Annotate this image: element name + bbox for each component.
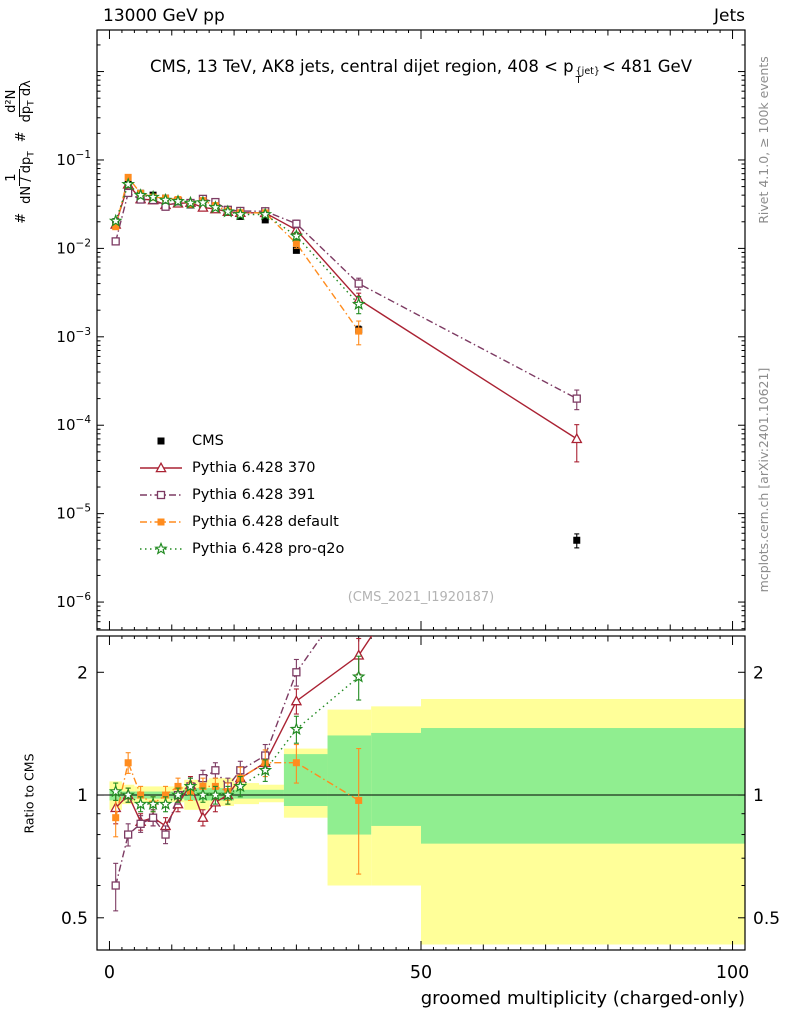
legend-item-cms: CMS [138, 427, 344, 454]
svg-text:0: 0 [104, 963, 115, 983]
legend-item-pythia-391: Pythia 6.428 391 [138, 481, 344, 508]
svg-text:10−3: 10−3 [56, 326, 91, 346]
svg-text:10−2: 10−2 [56, 237, 91, 257]
svg-text:10−6: 10−6 [56, 591, 91, 611]
svg-text:2: 2 [753, 663, 764, 683]
beam-energy-label: 13000 GeV pp [103, 6, 225, 26]
y-axis-label: # 1 dN / dpT # d²N dpT dλ [2, 36, 40, 266]
svg-text:10−1: 10−1 [56, 149, 91, 169]
legend-label-pythia-370: Pythia 6.428 370 [192, 459, 316, 476]
plot-title-text: CMS, 13 TeV, AK8 jets, central dijet reg… [149, 57, 574, 76]
svg-text:2: 2 [77, 663, 88, 683]
legend-item-pythia-370: Pythia 6.428 370 [138, 454, 344, 481]
legend: CMS Pythia 6.428 370 Pythia 6.428 391 Py… [138, 427, 344, 562]
pt-jet-symbol: {jet} T [575, 66, 600, 86]
plot-title: CMS, 13 TeV, AK8 jets, central dijet reg… [97, 57, 745, 85]
svg-text:10−4: 10−4 [56, 414, 91, 434]
pythia-370-marker-icon [140, 461, 182, 472]
pythia-pro-q2o-marker-icon [140, 541, 182, 555]
legend-label-pythia-pro-q2o: Pythia 6.428 pro-q2o [192, 540, 345, 557]
legend-label-cms: CMS [192, 432, 224, 449]
pythia-391-marker-icon [140, 490, 182, 499]
mcplots-reference-label: mcplots.cern.ch [arXiv:2401.10621] [756, 367, 771, 593]
svg-text:10−5: 10−5 [56, 503, 91, 523]
analysis-id-watermark: (CMS_2021_I1920187) [347, 590, 495, 605]
hash-symbol: # [13, 131, 29, 143]
legend-label-pythia-391: Pythia 6.428 391 [192, 486, 316, 503]
legend-item-pythia-pro-q2o: Pythia 6.428 pro-q2o [138, 535, 344, 562]
fraction-1-numerator: 1 [4, 169, 20, 186]
svg-text:0.5: 0.5 [61, 909, 88, 929]
fraction-1: 1 dN / dpT [4, 149, 38, 206]
svg-text:0.5: 0.5 [753, 909, 780, 929]
svg-text:1: 1 [753, 786, 764, 806]
plot-title-tail: < 481 GeV [601, 57, 692, 76]
fraction-1-denominator: dN / dpT [18, 151, 37, 204]
svg-text:1: 1 [77, 786, 88, 806]
pythia-default-marker-icon [140, 518, 182, 525]
ratio-y-axis-label: Ratio to CMS [21, 753, 37, 834]
svg-text:50: 50 [410, 963, 432, 983]
fraction-2-denominator: dpT dλ [18, 80, 37, 123]
fraction-2: d²N dpT dλ [4, 78, 38, 124]
svg-text:100: 100 [716, 963, 749, 983]
rivet-version-label: Rivet 4.1.0, ≥ 100k events [756, 56, 771, 224]
x-axis-label: groomed multiplicity (charged-only) [420, 988, 745, 1009]
cms-marker-icon [157, 437, 165, 444]
legend-label-pythia-default: Pythia 6.428 default [192, 513, 339, 530]
pt-subscript: T [575, 74, 582, 86]
pt-superscript: {jet} [575, 66, 600, 77]
hash-symbol: # [13, 212, 29, 224]
legend-item-pythia-default: Pythia 6.428 default [138, 508, 344, 535]
process-label: Jets [714, 6, 745, 26]
fraction-2-numerator: d²N [4, 85, 20, 117]
